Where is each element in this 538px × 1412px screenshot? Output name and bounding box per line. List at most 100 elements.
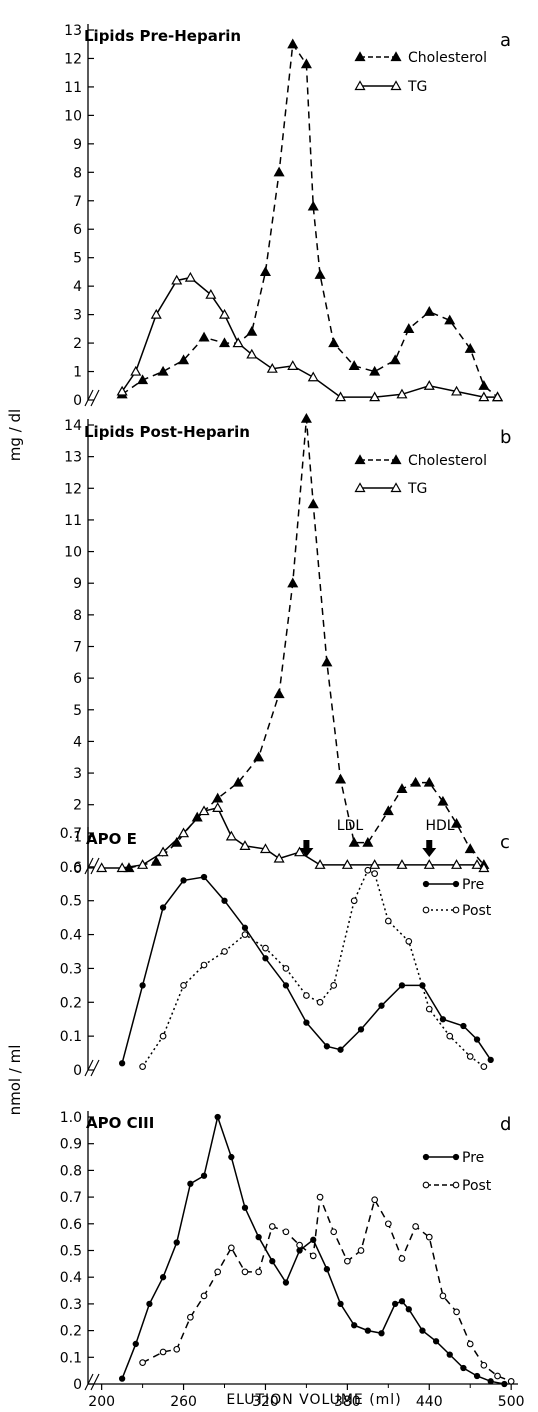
panel-a-series-tg-point bbox=[369, 391, 381, 402]
panel-a-y-tick-label: 9 bbox=[73, 137, 82, 153]
panel-a-series-cholesterol-point bbox=[287, 38, 299, 49]
panel-a-y-tick-label: 0 bbox=[73, 393, 82, 409]
panel-c-series-post-point bbox=[384, 917, 392, 925]
panel-c-series-post-line bbox=[141, 869, 485, 1068]
panel-d-series-post-point bbox=[214, 1268, 222, 1276]
panel-d-series-post-point bbox=[494, 1372, 501, 1380]
panel-c-series-post-point bbox=[480, 1063, 488, 1070]
panel-c-y-tick-label: 0.6 bbox=[60, 860, 82, 876]
panel-d-series-pre-point bbox=[398, 1298, 406, 1305]
panel-a-y-tick-label: 13 bbox=[64, 23, 82, 39]
panel-d-series-post-point bbox=[268, 1223, 276, 1230]
panel-b-y-tick-label: 6 bbox=[73, 671, 82, 687]
panel-d-y-tick-label: 0.5 bbox=[60, 1244, 82, 1260]
panel-c-series-pre-point bbox=[419, 982, 426, 989]
legend-a-cholesterol-marker bbox=[390, 51, 402, 62]
panel-d-series-post-point bbox=[309, 1252, 317, 1260]
panel-c-series-pre-point bbox=[241, 924, 249, 931]
panel-a-series-tg-point bbox=[171, 274, 183, 285]
panel-a-series-tg-point bbox=[232, 337, 244, 348]
panel-a-y-tick-label: 6 bbox=[73, 222, 82, 238]
panel-c-series-post-point bbox=[139, 1063, 146, 1070]
panel-a-series-cholesterol-point bbox=[314, 269, 326, 279]
panel-b-series-cholesterol-point bbox=[396, 783, 408, 793]
panel-a-series-tg-point bbox=[266, 362, 278, 373]
axis-break-mark bbox=[84, 1059, 94, 1077]
panel-b-y-tick-label: 5 bbox=[73, 703, 82, 719]
panel-a-y-tick-label: 4 bbox=[73, 279, 82, 295]
panel-d-series-pre-line bbox=[121, 1114, 505, 1385]
panel-a-series-cholesterol-point bbox=[478, 380, 490, 390]
panel-c-series-pre-point bbox=[460, 1022, 467, 1030]
panel-d-series-post-point bbox=[371, 1196, 379, 1204]
panel-d-series-pre-point bbox=[432, 1338, 440, 1345]
panel-a-series-tg-point bbox=[218, 308, 231, 319]
panel-c-y-tick-label: 0.5 bbox=[60, 894, 82, 910]
axis-break-mark bbox=[90, 389, 100, 407]
panel-d-y-tick-label: 0.4 bbox=[60, 1270, 82, 1286]
panel-b-y-tick-label: 3 bbox=[73, 766, 82, 782]
panel-d-series-post-point bbox=[173, 1345, 181, 1353]
axis-break-mark bbox=[84, 1373, 94, 1391]
panel-b-series-cholesterol-point bbox=[362, 836, 374, 847]
panel-d-series-post-point bbox=[466, 1340, 474, 1348]
axis-break-mark bbox=[90, 1373, 100, 1391]
panel-c-series-pre-point bbox=[159, 904, 167, 911]
panel-b-series-tg-point bbox=[314, 859, 326, 869]
panel-d-series-pre-point bbox=[446, 1351, 453, 1358]
panel-d-y-tick-label: 0 bbox=[73, 1377, 82, 1393]
panel-c-series-post-point bbox=[180, 982, 187, 989]
panel-c-series-post-point bbox=[405, 937, 413, 945]
panel-d-series-pre-point bbox=[173, 1239, 180, 1246]
panel-d-series-post-point bbox=[316, 1193, 324, 1201]
panel-d-series-post-point bbox=[159, 1348, 167, 1356]
panel-b-series-tg-point bbox=[212, 802, 224, 812]
legend-a-tg: TG bbox=[407, 79, 427, 95]
legend-b-tg-marker bbox=[354, 482, 366, 493]
x-tick-label: 500 bbox=[498, 1394, 525, 1410]
panel-d-series-post-point bbox=[412, 1223, 419, 1230]
xlabel: ELUTION VOLUME (ml) bbox=[226, 1392, 401, 1408]
panel-c-series-pre-point bbox=[282, 982, 290, 989]
panel-b-series-cholesterol-point bbox=[321, 656, 333, 667]
legend-b-tg-marker bbox=[390, 482, 402, 493]
panel-d-series-post-point bbox=[187, 1313, 194, 1321]
panel-b-series-cholesterol-point bbox=[253, 751, 265, 762]
legend-b-cholesterol: Cholesterol bbox=[408, 453, 487, 469]
axis-break-mark bbox=[90, 857, 100, 875]
panel-a-series-cholesterol-point bbox=[273, 166, 285, 177]
panel-c-series-post-point bbox=[425, 1005, 433, 1013]
panel-a-series-cholesterol-point bbox=[300, 58, 312, 69]
panel-c-series-pre-point bbox=[473, 1036, 481, 1043]
panel-b-series-tg-point bbox=[341, 859, 353, 869]
panel-a-series-cholesterol-point bbox=[348, 360, 360, 370]
panel-c-series-post-point bbox=[316, 998, 324, 1006]
panel-b-series-cholesterol-point bbox=[287, 577, 299, 588]
panel-b-y-tick-label: 10 bbox=[64, 545, 82, 561]
panel-d-series-post-point bbox=[398, 1255, 406, 1262]
panel-c-series-pre-point bbox=[180, 877, 187, 884]
panel-d-title: APO CIII bbox=[86, 1114, 154, 1132]
panel-a-y-tick-label: 1 bbox=[73, 365, 82, 381]
panel-b-series-cholesterol-point bbox=[300, 412, 312, 423]
panel-c-title: APO E bbox=[86, 830, 137, 848]
panel-d-series-pre-point bbox=[296, 1247, 303, 1254]
panel-c-y-tick-label: 0.7 bbox=[60, 826, 82, 842]
panel-b-series-tg-point bbox=[259, 843, 271, 854]
panel-a-series-cholesterol-point bbox=[178, 354, 190, 365]
panel-d-series-pre-point bbox=[200, 1172, 208, 1179]
panel-b-series-cholesterol-point bbox=[410, 776, 422, 787]
panel-a-series-tg-point bbox=[116, 385, 128, 396]
panel-d-y-tick-label: 0.3 bbox=[60, 1297, 82, 1313]
panel-a-series-tg-point bbox=[335, 391, 347, 402]
ylabel-mg-dl: mg / dl bbox=[6, 409, 24, 461]
panel-a-y-tick-label: 12 bbox=[64, 51, 82, 67]
panel-b-y-tick-label: 12 bbox=[64, 481, 82, 497]
panel-d-series-post-point bbox=[507, 1377, 515, 1385]
panel-a-series-tg-point bbox=[130, 365, 142, 376]
panel-a-y-tick-label: 7 bbox=[73, 194, 82, 210]
panel-d-series-pre-point bbox=[132, 1340, 139, 1348]
panel-b-series-tg-point bbox=[225, 830, 237, 841]
panel-b-series-cholesterol-point bbox=[382, 805, 394, 816]
panel-d-series-pre-point bbox=[241, 1204, 249, 1211]
